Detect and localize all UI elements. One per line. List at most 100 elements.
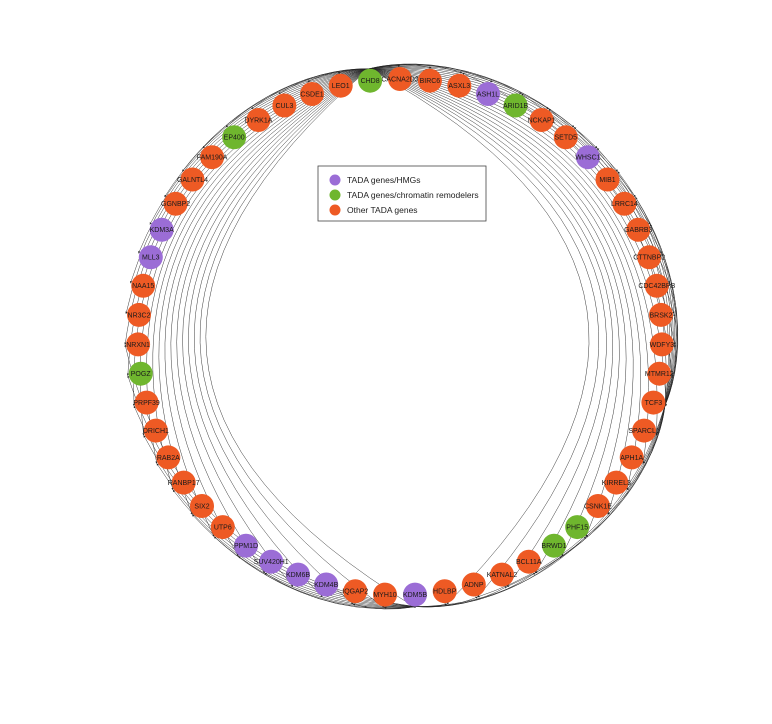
node-circle[interactable] bbox=[476, 82, 500, 106]
node-circle[interactable] bbox=[447, 73, 472, 98]
node-circle[interactable] bbox=[126, 332, 151, 357]
node-naa15[interactable]: NAA15 bbox=[131, 273, 156, 298]
node-circle[interactable] bbox=[575, 145, 600, 170]
node-leo1[interactable]: LEO1 bbox=[328, 73, 353, 98]
node-asxl3[interactable]: ASXL3 bbox=[447, 73, 472, 98]
node-circle[interactable] bbox=[328, 73, 353, 98]
node-cttnbp2[interactable]: CTTNBP2 bbox=[633, 245, 665, 270]
node-cdc42bpb[interactable]: CDC42BPB bbox=[638, 273, 676, 298]
node-adnp[interactable]: ADNP bbox=[461, 572, 486, 597]
node-circle[interactable] bbox=[586, 494, 610, 518]
node-circle[interactable] bbox=[200, 145, 225, 170]
node-circle[interactable] bbox=[143, 418, 168, 443]
node-chd8[interactable]: CHD8 bbox=[358, 68, 383, 93]
node-hdlbp[interactable]: HDLBP bbox=[432, 579, 457, 604]
node-utp6[interactable]: UTP6 bbox=[210, 515, 235, 540]
node-circle[interactable] bbox=[503, 93, 528, 118]
node-circle[interactable] bbox=[626, 217, 651, 242]
node-circle[interactable] bbox=[565, 515, 590, 540]
node-circle[interactable] bbox=[210, 515, 235, 540]
node-circle[interactable] bbox=[358, 68, 383, 93]
node-nr3c2[interactable]: NR3C2 bbox=[127, 302, 151, 327]
node-mll3[interactable]: MLL3 bbox=[138, 245, 163, 270]
node-circle[interactable] bbox=[649, 302, 673, 327]
node-circle[interactable] bbox=[619, 445, 644, 470]
node-birc6[interactable]: BIRC6 bbox=[417, 68, 442, 93]
node-circle[interactable] bbox=[644, 273, 669, 298]
node-rab2a[interactable]: RAB2A bbox=[156, 445, 181, 470]
node-csde1[interactable]: CSDE1 bbox=[300, 82, 324, 106]
node-circle[interactable] bbox=[190, 494, 214, 518]
node-brwd1[interactable]: BRWD1 bbox=[541, 533, 567, 558]
node-ranbp17[interactable]: RANBP17 bbox=[168, 470, 200, 495]
node-gabrb3[interactable]: GABRB3 bbox=[624, 217, 653, 242]
node-circle[interactable] bbox=[647, 361, 672, 386]
node-kirrel3[interactable]: KIRREL3 bbox=[602, 470, 631, 495]
node-galntl4[interactable]: GALNTL4 bbox=[177, 167, 208, 192]
node-circle[interactable] bbox=[180, 167, 205, 192]
node-sparcl1[interactable]: SPARCL1 bbox=[628, 418, 660, 443]
node-circle[interactable] bbox=[163, 191, 188, 216]
node-phf15[interactable]: PHF15 bbox=[565, 515, 590, 540]
node-circle[interactable] bbox=[134, 390, 159, 415]
node-circle[interactable] bbox=[156, 445, 181, 470]
node-katnal2[interactable]: KATNAL2 bbox=[487, 562, 518, 587]
node-ep400[interactable]: EP400 bbox=[222, 125, 247, 150]
node-circle[interactable] bbox=[127, 302, 151, 327]
node-circle[interactable] bbox=[516, 549, 541, 574]
node-cul3[interactable]: CUL3 bbox=[272, 93, 297, 118]
node-ppm1d[interactable]: PPM1D bbox=[234, 533, 258, 558]
node-circle[interactable] bbox=[388, 67, 412, 91]
node-mib1[interactable]: MIB1 bbox=[595, 167, 620, 192]
node-circle[interactable] bbox=[432, 579, 457, 604]
node-setd5[interactable]: SETD5 bbox=[553, 125, 578, 150]
node-whsc1[interactable]: WHSC1 bbox=[575, 145, 601, 170]
node-circle[interactable] bbox=[128, 361, 153, 386]
node-circle[interactable] bbox=[149, 217, 174, 242]
node-iqgap2[interactable]: IQGAP2 bbox=[342, 579, 368, 604]
node-fam190a[interactable]: FAM190A bbox=[197, 145, 228, 170]
node-circle[interactable] bbox=[234, 533, 258, 558]
node-kdm3a[interactable]: KDM3A bbox=[149, 217, 174, 242]
node-circle[interactable] bbox=[286, 562, 310, 587]
node-ggnbp2[interactable]: GGNBP2 bbox=[161, 191, 190, 216]
node-csnk1e[interactable]: CSNK1E bbox=[584, 494, 612, 518]
node-prpf39[interactable]: PRPF39 bbox=[133, 390, 160, 415]
node-circle[interactable] bbox=[272, 93, 297, 118]
node-circle[interactable] bbox=[632, 418, 657, 443]
node-circle[interactable] bbox=[649, 332, 674, 357]
node-brsk2[interactable]: BRSK2 bbox=[649, 302, 673, 327]
node-cacna2d3[interactable]: CACNA2D3 bbox=[381, 67, 419, 91]
node-wdfy3[interactable]: WDFY3 bbox=[649, 332, 675, 357]
node-circle[interactable] bbox=[595, 167, 620, 192]
node-circle[interactable] bbox=[461, 572, 486, 597]
node-kdm5b[interactable]: KDM5B bbox=[403, 582, 427, 607]
node-circle[interactable] bbox=[314, 572, 339, 597]
node-bcl11a[interactable]: BCL11A bbox=[516, 549, 542, 574]
node-circle[interactable] bbox=[604, 470, 629, 495]
node-ash1l[interactable]: ASH1L bbox=[476, 82, 500, 106]
node-six2[interactable]: SIX2 bbox=[190, 494, 214, 518]
node-circle[interactable] bbox=[490, 562, 514, 587]
node-circle[interactable] bbox=[417, 68, 442, 93]
node-circle[interactable] bbox=[171, 470, 196, 495]
node-kdm6b[interactable]: KDM6B bbox=[286, 562, 310, 587]
node-circle[interactable] bbox=[373, 582, 397, 607]
node-pogz[interactable]: POGZ bbox=[128, 361, 153, 386]
node-circle[interactable] bbox=[131, 273, 156, 298]
node-circle[interactable] bbox=[542, 533, 566, 558]
node-aph1a[interactable]: APH1A bbox=[619, 445, 644, 470]
node-circle[interactable] bbox=[637, 245, 662, 270]
node-mtmr12[interactable]: MTMR12 bbox=[645, 361, 674, 386]
node-arid1b[interactable]: ARID1B bbox=[503, 93, 529, 118]
node-dyrk1a[interactable]: DYRK1A bbox=[244, 108, 273, 132]
node-circle[interactable] bbox=[259, 549, 284, 574]
node-nrxn1[interactable]: NRXN1 bbox=[126, 332, 151, 357]
node-drich1[interactable]: DRICH1 bbox=[143, 418, 169, 443]
node-circle[interactable] bbox=[343, 579, 368, 604]
node-kdm4b[interactable]: KDM4B bbox=[314, 572, 339, 597]
node-circle[interactable] bbox=[529, 108, 554, 132]
node-nckap1[interactable]: NCKAP1 bbox=[528, 108, 556, 132]
node-circle[interactable] bbox=[612, 191, 637, 216]
node-tcf3[interactable]: TCF3 bbox=[641, 390, 666, 415]
